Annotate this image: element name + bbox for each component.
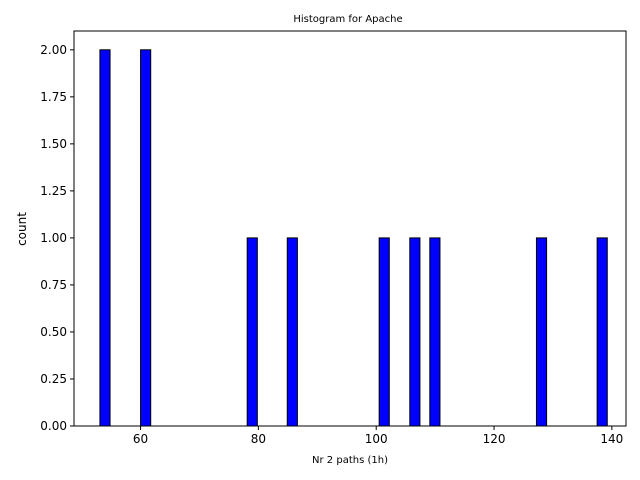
- histogram-bar-6: [409, 237, 421, 427]
- x-tick-label: 100: [365, 432, 388, 446]
- histogram-bar-3: [246, 237, 258, 427]
- y-tick-label: 0.00: [40, 419, 67, 433]
- x-axis-ticks: 60 80 100 120 140: [133, 426, 623, 446]
- y-tick-label: 0.75: [40, 278, 67, 292]
- histogram-bar-1: [99, 49, 111, 427]
- histogram-bar-9: [596, 237, 608, 427]
- y-tick-label: 0.50: [40, 325, 67, 339]
- x-axis-label: Nr 2 paths (1h): [312, 455, 388, 466]
- x-tick-label: 80: [251, 432, 266, 446]
- x-tick-label: 120: [483, 432, 506, 446]
- x-tick-label: 140: [600, 432, 623, 446]
- y-tick-label: 0.25: [40, 372, 67, 386]
- y-tick-label: 1.25: [40, 184, 67, 198]
- histogram-bar-8: [535, 237, 548, 427]
- axes-frame: [73, 30, 627, 427]
- chart-title: Histogram for Apache: [293, 14, 402, 25]
- y-tick-label: 1.75: [40, 90, 67, 104]
- histogram-bar-7: [429, 237, 441, 427]
- bars-group: [99, 49, 608, 427]
- histogram-bar-2: [140, 49, 152, 427]
- y-tick-label: 2.00: [40, 43, 67, 57]
- y-axis-ticks: 0.00 0.25 0.50 0.75 1.00 1.25 1.50 1.75 2.00: [40, 43, 74, 433]
- y-tick-label: 1.50: [40, 137, 67, 151]
- histogram-bar-4: [286, 237, 298, 427]
- histogram-bar-5: [378, 237, 390, 427]
- x-tick-label: 60: [133, 432, 148, 446]
- y-tick-label: 1.00: [40, 231, 67, 245]
- y-axis-label: count: [15, 212, 29, 246]
